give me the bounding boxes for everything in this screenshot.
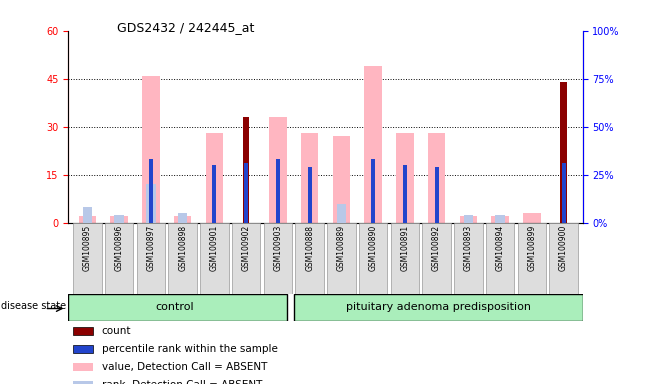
Text: GSM100893: GSM100893	[464, 225, 473, 271]
Bar	[276, 159, 280, 223]
Bar	[327, 223, 355, 294]
Bar	[428, 133, 445, 223]
Text: count: count	[102, 326, 132, 336]
Bar	[244, 163, 248, 223]
Bar	[454, 223, 482, 294]
Text: GSM100890: GSM100890	[368, 225, 378, 271]
Text: GSM100895: GSM100895	[83, 225, 92, 271]
Bar	[137, 223, 165, 294]
Bar	[105, 223, 133, 294]
Bar	[396, 133, 413, 223]
Bar	[422, 223, 451, 294]
Bar	[486, 223, 514, 294]
Bar	[269, 117, 286, 223]
Bar	[212, 165, 216, 223]
Bar	[174, 216, 191, 223]
Text: GSM100902: GSM100902	[242, 225, 251, 271]
Bar	[111, 216, 128, 223]
Text: GDS2432 / 242445_at: GDS2432 / 242445_at	[117, 21, 255, 34]
Text: GSM100899: GSM100899	[527, 225, 536, 271]
Bar	[149, 159, 153, 223]
Text: percentile rank within the sample: percentile rank within the sample	[102, 344, 278, 354]
Bar	[146, 184, 156, 223]
Bar	[264, 223, 292, 294]
Text: rank, Detection Call = ABSENT: rank, Detection Call = ABSENT	[102, 380, 262, 384]
Text: GSM100894: GSM100894	[495, 225, 505, 271]
Text: GSM100896: GSM100896	[115, 225, 124, 271]
Bar	[294, 294, 583, 321]
Bar	[200, 223, 229, 294]
Bar	[83, 207, 92, 223]
Bar	[562, 163, 566, 223]
Text: GSM100900: GSM100900	[559, 225, 568, 271]
Text: GSM100903: GSM100903	[273, 225, 283, 271]
Text: GSM100897: GSM100897	[146, 225, 156, 271]
Bar	[523, 213, 540, 223]
Bar	[74, 327, 93, 335]
Bar	[561, 82, 567, 223]
Bar	[142, 76, 159, 223]
Bar	[403, 165, 407, 223]
Bar	[391, 223, 419, 294]
Bar	[206, 133, 223, 223]
Bar	[365, 66, 382, 223]
Text: GSM100898: GSM100898	[178, 225, 187, 271]
Bar	[301, 133, 318, 223]
Text: GSM100888: GSM100888	[305, 225, 314, 271]
Bar	[359, 223, 387, 294]
Text: GSM100891: GSM100891	[400, 225, 409, 271]
Bar	[243, 117, 249, 223]
Bar	[308, 167, 312, 223]
Bar	[74, 363, 93, 371]
Bar	[518, 223, 546, 294]
Bar	[115, 215, 124, 223]
Bar	[495, 215, 505, 223]
Bar	[296, 223, 324, 294]
Bar	[464, 215, 473, 223]
Text: GSM100892: GSM100892	[432, 225, 441, 271]
Bar	[169, 223, 197, 294]
Bar	[435, 167, 439, 223]
Bar	[333, 136, 350, 223]
Text: disease state: disease state	[1, 301, 66, 311]
Text: pituitary adenoma predisposition: pituitary adenoma predisposition	[346, 302, 531, 312]
Bar	[232, 223, 260, 294]
Bar	[79, 216, 96, 223]
Bar	[73, 223, 102, 294]
Bar	[74, 345, 93, 353]
Bar	[371, 159, 375, 223]
Text: control: control	[156, 302, 194, 312]
Bar	[549, 223, 578, 294]
Bar	[74, 381, 93, 384]
Bar	[337, 204, 346, 223]
Bar	[68, 294, 287, 321]
Bar	[178, 213, 187, 223]
Bar	[460, 216, 477, 223]
Bar	[492, 216, 509, 223]
Text: GSM100889: GSM100889	[337, 225, 346, 271]
Text: value, Detection Call = ABSENT: value, Detection Call = ABSENT	[102, 362, 267, 372]
Text: GSM100901: GSM100901	[210, 225, 219, 271]
